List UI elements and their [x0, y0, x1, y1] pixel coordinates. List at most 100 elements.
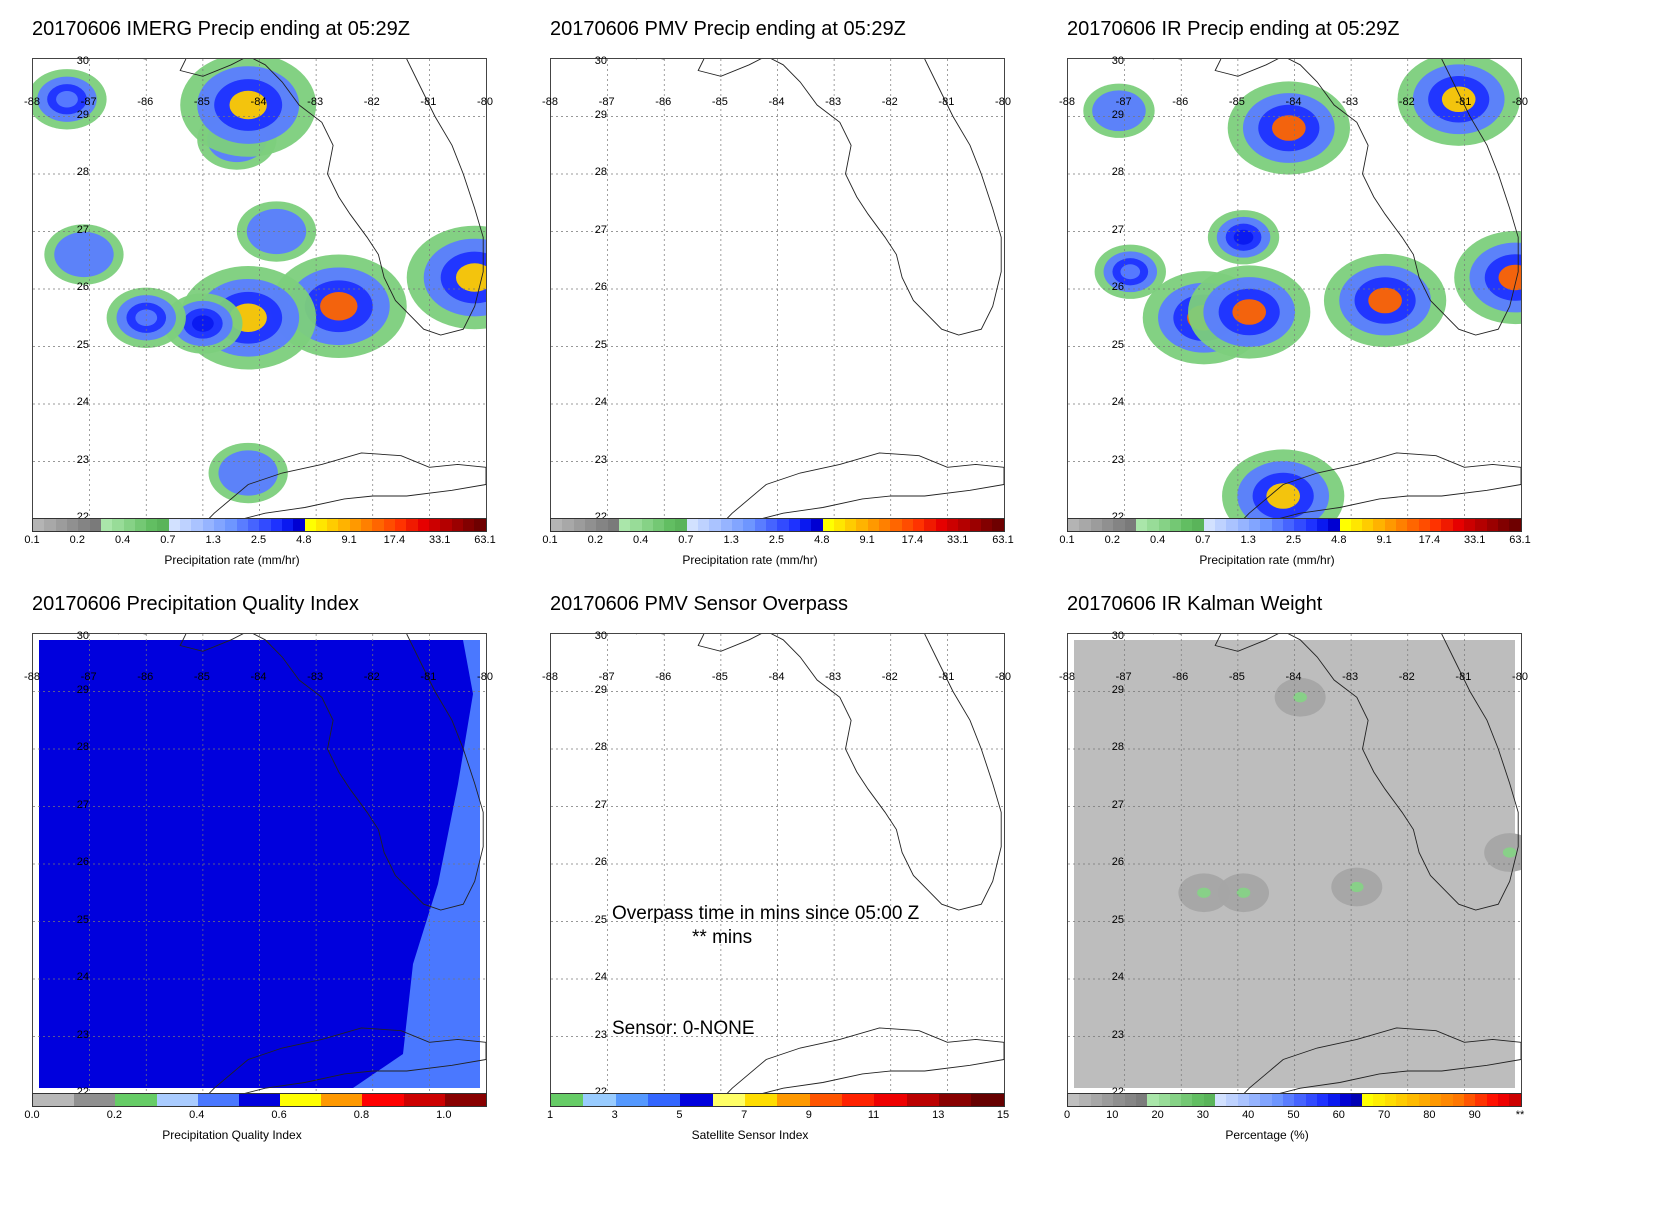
map-plot[interactable] [32, 58, 487, 520]
colorbar-swatch [1328, 1094, 1340, 1106]
colorbar-tick-label: 4.8 [814, 534, 830, 546]
coastline [117, 59, 486, 519]
colorbar-tick-label: 0.6 [271, 1109, 287, 1121]
lat-tick-label: 28 [594, 165, 607, 178]
colorbar-tick-label: 17.4 [901, 534, 924, 546]
colorbar-swatch [444, 1094, 486, 1106]
lat-tick-label: 25 [1111, 913, 1124, 926]
colorbar-swatch [1158, 1094, 1170, 1106]
colorbar-swatch [906, 1094, 940, 1106]
lon-tick-label: -82 [1398, 96, 1415, 108]
colorbar-swatch [1113, 519, 1125, 531]
colorbar-swatch [1362, 519, 1374, 531]
map-plot[interactable] [32, 633, 487, 1095]
colorbar-swatch [879, 519, 891, 531]
lat-tick-label: 23 [594, 453, 607, 466]
coastline [635, 59, 1004, 519]
lat-tick-label: 26 [594, 280, 607, 293]
lon-tick-label: -85 [193, 96, 210, 108]
lat-tick-label: 24 [594, 395, 607, 408]
lat-tick-label: 25 [76, 913, 89, 926]
colorbar-swatch [66, 519, 79, 531]
lat-tick-label: 26 [76, 280, 89, 293]
colorbar-tick-label: 3 [611, 1109, 618, 1121]
map-plot[interactable] [550, 633, 1005, 1095]
colorbar-swatch [1282, 1094, 1295, 1106]
lat-tick-label: 27 [76, 223, 89, 236]
lat-tick-label: 27 [594, 223, 607, 236]
map-plot[interactable] [550, 58, 1005, 520]
colorbar-tick-label: 0.2 [587, 534, 603, 546]
colorbar-swatch [191, 519, 203, 531]
colorbar-swatch [1226, 1094, 1238, 1106]
colorbar-swatch [1316, 519, 1329, 531]
colorbar-swatch [743, 519, 755, 531]
lat-tick-label: 24 [76, 970, 89, 983]
colorbar-swatch [562, 519, 574, 531]
lon-tick-label: -86 [1172, 671, 1189, 683]
precip-cell-1-3 [1368, 287, 1402, 314]
lon-tick-label: -86 [137, 671, 154, 683]
lon-tick-label: -82 [363, 96, 380, 108]
lon-tick-label: -87 [598, 96, 615, 108]
lat-tick-label: 24 [76, 395, 89, 408]
lon-tick-label: -85 [1228, 96, 1245, 108]
colorbar-tick-label: 33.1 [428, 534, 451, 546]
lon-tick-label: -83 [307, 671, 324, 683]
colorbar-tick-label: 9.1 [859, 534, 875, 546]
colorbar-swatch [1203, 519, 1216, 531]
lon-tick-label: -80 [995, 96, 1011, 108]
colorbar-tick-label: 0.2 [1104, 534, 1120, 546]
colorbar-tick-label: 13 [932, 1109, 945, 1121]
lat-tick-label: 25 [594, 338, 607, 351]
colorbar-swatch [33, 1094, 75, 1106]
lat-tick-label: 30 [594, 629, 607, 642]
colorbar-swatch [1124, 1094, 1136, 1106]
kalman-cell-1 [1349, 881, 1364, 893]
colorbar-tick-label: 10 [1106, 1109, 1119, 1121]
panel-title: 20170606 PMV Sensor Overpass [550, 593, 848, 615]
colorbar-swatch [765, 519, 778, 531]
colorbar-swatch [1418, 519, 1430, 531]
colorbar-swatch [281, 519, 294, 531]
precip-cell-2-3 [229, 90, 267, 120]
colorbar-swatch [1373, 1094, 1385, 1106]
colorbar-tick-label: 0 [1063, 1109, 1071, 1121]
colorbar-swatch [112, 519, 124, 531]
lat-tick-label: 28 [76, 740, 89, 753]
colorbar-tick-label: 0.2 [106, 1109, 123, 1121]
colorbar-tick-label: 0.1 [1059, 534, 1075, 546]
panel-title: 20170606 PMV Precip ending at 05:29Z [550, 18, 906, 40]
precip-cell-9-3 [455, 263, 486, 292]
lon-tick-label: -85 [1228, 671, 1245, 683]
colorbar-swatch [1305, 1094, 1317, 1106]
colorbar-swatch [745, 1094, 778, 1106]
lat-tick-label: 28 [1111, 165, 1124, 178]
colorbar-swatch [417, 519, 429, 531]
lat-tick-label: 26 [1111, 855, 1124, 868]
colorbar-swatch [901, 519, 913, 531]
colorbar-tick-label: 33.1 [946, 534, 969, 546]
lat-tick-label: 26 [1111, 280, 1124, 293]
colorbar-swatch [214, 519, 226, 531]
colorbar-swatch [615, 1094, 649, 1106]
lon-tick-label: -87 [598, 671, 615, 683]
colorbar-swatch [168, 519, 181, 531]
colorbar-swatch [1158, 519, 1170, 531]
lat-tick-label: 26 [594, 855, 607, 868]
colorbar-swatch [259, 519, 271, 531]
colorbar-swatch [652, 519, 665, 531]
colorbar-tick-label: 0.7 [160, 534, 176, 546]
map-plot[interactable] [1067, 633, 1522, 1095]
colorbar-tick-label: 33.1 [1463, 534, 1486, 546]
colorbar-title: Percentage (%) [1225, 1128, 1309, 1142]
colorbar-swatch [1475, 519, 1487, 531]
precip-cell-0-3 [1272, 115, 1306, 141]
colorbar-tick-label: 7 [741, 1109, 748, 1121]
colorbar-swatch [280, 1094, 322, 1106]
colorbar-swatch [1249, 1094, 1261, 1106]
colorbar-swatch [1396, 1094, 1408, 1106]
colorbar-swatch [338, 519, 350, 531]
map-plot[interactable] [1067, 58, 1522, 520]
colorbar-swatch [1271, 519, 1283, 531]
